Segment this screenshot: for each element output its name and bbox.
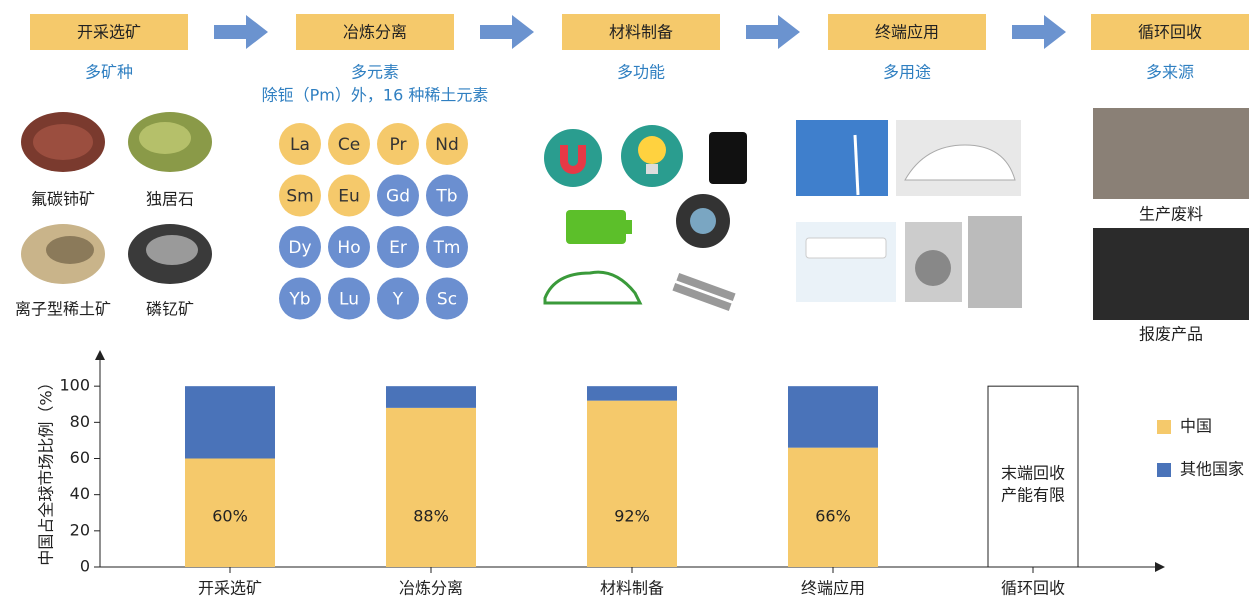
- recycling-label: 报废产品: [1139, 325, 1203, 344]
- annotation-box: [987, 385, 1079, 568]
- stage-subtitle: 多来源: [1146, 63, 1194, 82]
- element-circle: [426, 277, 468, 320]
- stage-title: 开采选矿: [77, 23, 141, 42]
- element-symbol: Ce: [338, 135, 360, 155]
- element-symbol: Lu: [339, 290, 359, 310]
- stage-subtitle: 多功能: [617, 63, 665, 82]
- element-circle: [377, 123, 419, 165]
- x-tick-label: 冶炼分离: [399, 579, 463, 598]
- annotation: 产能有限: [1001, 486, 1065, 505]
- axis-arrow: [1155, 562, 1165, 572]
- bar-segment: [788, 386, 878, 448]
- element-circle: [377, 226, 419, 268]
- stage-title: 冶炼分离: [343, 23, 407, 42]
- x-tick-label: 循环回收: [1001, 579, 1065, 598]
- application-images: [796, 120, 1022, 308]
- legend-swatch: [1157, 420, 1171, 434]
- stage-box: [30, 14, 188, 50]
- element-symbol: Dy: [288, 238, 311, 258]
- arrow: [214, 15, 268, 49]
- mineral-label: 氟碳铈矿: [31, 190, 95, 209]
- element-symbol: Pr: [390, 135, 407, 155]
- recycling-images: [1093, 108, 1249, 320]
- element-symbol: Er: [389, 238, 407, 258]
- value-label: 92%: [614, 507, 650, 526]
- element-symbol: Gd: [386, 187, 410, 207]
- y-tick-label: 20: [70, 520, 90, 539]
- element-circle: [328, 226, 370, 268]
- bar-segment: [185, 458, 275, 567]
- legend-label: 中国: [1180, 417, 1212, 436]
- stage-subtitle: 多用途: [883, 63, 931, 82]
- stage-box: [1091, 14, 1249, 50]
- arrow: [480, 15, 534, 49]
- element-symbol: La: [290, 135, 310, 155]
- mineral-label: 离子型稀土矿: [15, 300, 111, 319]
- y-tick-label: 100: [59, 376, 90, 395]
- stage-box: [562, 14, 720, 50]
- element-circle: [279, 226, 321, 268]
- y-tick-label: 60: [70, 448, 90, 467]
- value-label: 88%: [413, 507, 449, 526]
- element-circle: [279, 277, 321, 320]
- y-tick-label: 40: [70, 484, 90, 503]
- element-symbol: Yb: [288, 290, 310, 310]
- stage-title: 终端应用: [875, 23, 939, 42]
- element-circle: [328, 123, 370, 165]
- element-symbol: Tb: [435, 187, 457, 207]
- legend-swatch: [1157, 463, 1171, 477]
- element-symbol: Nd: [435, 135, 459, 155]
- arrow: [746, 15, 800, 49]
- element-circle: [279, 123, 321, 165]
- stage-subtitle: 多矿种: [85, 63, 133, 82]
- x-tick-label: 材料制备: [600, 579, 664, 598]
- axis-arrow: [95, 350, 105, 360]
- element-circle: [328, 277, 370, 320]
- value-label: 66%: [815, 507, 851, 526]
- element-circle: [377, 277, 419, 320]
- bar-segment: [788, 447, 878, 567]
- element-circle: [377, 174, 419, 217]
- element-circle: [279, 174, 321, 217]
- y-tick-label: 80: [70, 412, 90, 431]
- bar-segment: [587, 386, 677, 401]
- legend-label: 其他国家: [1180, 460, 1244, 479]
- annotation: 末端回收: [1001, 464, 1065, 483]
- arrow: [1012, 15, 1066, 49]
- element-circle: [328, 174, 370, 217]
- stage-box: [296, 14, 454, 50]
- mineral-label: 独居石: [146, 190, 194, 209]
- mineral-images: [21, 112, 212, 284]
- bar-segment: [587, 400, 677, 567]
- element-symbol: Eu: [338, 187, 360, 207]
- bar-segment: [386, 386, 476, 408]
- y-axis-label: 中国占全球市场比例（%）: [37, 374, 56, 565]
- stage-box: [828, 14, 986, 50]
- stage-title: 循环回收: [1138, 23, 1202, 42]
- stage-title: 材料制备: [609, 23, 673, 42]
- element-symbol: Ho: [337, 238, 360, 258]
- value-label: 60%: [212, 507, 248, 526]
- element-note: 除钷（Pm）外，16 种稀土元素: [262, 86, 489, 105]
- stage-subtitle: 多元素: [351, 63, 399, 82]
- element-circle: [426, 226, 468, 268]
- y-tick-label: 0: [80, 557, 90, 576]
- x-tick-label: 开采选矿: [198, 579, 262, 598]
- element-symbol: Tm: [433, 238, 461, 258]
- bar-segment: [386, 407, 476, 567]
- element-symbol: Sc: [437, 290, 457, 310]
- element-symbol: Y: [392, 290, 404, 310]
- bar-segment: [185, 386, 275, 459]
- recycling-label: 生产废料: [1139, 205, 1203, 224]
- element-circle: [426, 174, 468, 217]
- material-icons: [543, 125, 747, 312]
- element-circle: [426, 123, 468, 165]
- x-tick-label: 终端应用: [801, 579, 865, 598]
- mineral-label: 磷钇矿: [146, 300, 194, 319]
- element-symbol: Sm: [286, 187, 313, 207]
